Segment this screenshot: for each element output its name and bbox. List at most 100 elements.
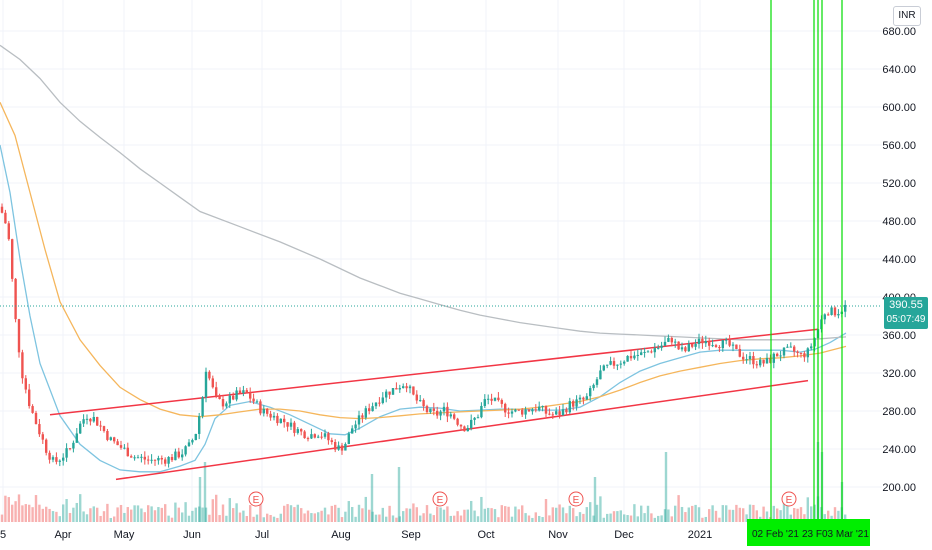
candle-body bbox=[565, 409, 568, 413]
volume-bar bbox=[575, 516, 578, 522]
volume-bar bbox=[136, 505, 140, 522]
volume-bar bbox=[208, 514, 211, 522]
volume-bar bbox=[310, 513, 313, 522]
candle-body bbox=[412, 386, 415, 395]
candle-body bbox=[113, 437, 116, 442]
volume-bar bbox=[731, 509, 735, 522]
highlight-lines[interactable] bbox=[770, 0, 843, 522]
candle-body bbox=[306, 438, 310, 440]
earnings-marker[interactable]: E bbox=[432, 491, 448, 507]
volume-bar bbox=[385, 516, 388, 522]
volume-bar bbox=[721, 505, 724, 522]
volume-bar bbox=[211, 499, 214, 522]
candle-body bbox=[558, 411, 561, 415]
price-axis[interactable]: 680.00 640.00 600.00 560.00 520.00 480.00 440.… bbox=[882, 26, 916, 494]
svg-text:E: E bbox=[437, 495, 444, 506]
volume-bar bbox=[123, 512, 126, 522]
volume-bar bbox=[17, 494, 21, 522]
volume-bar bbox=[221, 504, 225, 522]
candle-body bbox=[221, 399, 225, 407]
candle-body bbox=[89, 418, 92, 422]
candle-body bbox=[211, 378, 214, 388]
volume-bar bbox=[245, 516, 248, 522]
time-axis[interactable]: 5 Apr May Jun Jul Aug Sep Oct Nov Dec 2021 bbox=[0, 529, 712, 541]
volume-bar bbox=[735, 504, 738, 522]
volume-bar bbox=[643, 513, 646, 522]
candle-body bbox=[174, 451, 177, 461]
volume-bar bbox=[612, 511, 616, 522]
candle-body bbox=[643, 351, 646, 353]
price-tick-label: 600.00 bbox=[882, 102, 916, 114]
trend-line[interactable] bbox=[49, 328, 819, 416]
candle-body bbox=[708, 341, 711, 346]
candle-body bbox=[606, 364, 609, 366]
volume-bar bbox=[837, 510, 840, 522]
earnings-marker[interactable]: E bbox=[781, 491, 797, 507]
volume-bar bbox=[215, 494, 218, 522]
earnings-marker[interactable]: E bbox=[568, 491, 584, 507]
candle-body bbox=[830, 307, 833, 315]
volume-bar bbox=[92, 506, 95, 522]
candle-body bbox=[303, 431, 306, 439]
candle-body bbox=[317, 436, 320, 438]
volume-bar bbox=[711, 505, 714, 522]
volume-bar bbox=[544, 499, 548, 522]
volume-bar bbox=[589, 502, 592, 522]
volume-bar bbox=[432, 515, 435, 522]
svg-text:E: E bbox=[573, 495, 580, 506]
candle-body bbox=[456, 418, 459, 425]
volume-bar bbox=[653, 517, 656, 522]
trend-line[interactable] bbox=[115, 379, 809, 481]
volume-bar bbox=[636, 516, 639, 522]
volume-bar bbox=[7, 497, 10, 522]
volume-bar bbox=[803, 514, 806, 522]
volume-bar bbox=[388, 505, 391, 522]
volume-bar bbox=[232, 508, 235, 522]
currency-badge[interactable]: INR bbox=[893, 6, 921, 26]
volume-bar bbox=[203, 462, 207, 522]
time-tick-label: Apr bbox=[54, 529, 71, 541]
volume-bar bbox=[279, 513, 282, 522]
volume-bar bbox=[609, 513, 612, 522]
volume-bar bbox=[48, 508, 51, 522]
volume-bar bbox=[167, 515, 170, 522]
volume-bar bbox=[235, 503, 238, 522]
volume-bar bbox=[72, 507, 75, 522]
volume-bar bbox=[830, 515, 833, 522]
volume-bar bbox=[228, 498, 231, 522]
candle-body bbox=[262, 408, 265, 414]
volume-bar bbox=[667, 509, 670, 522]
candle-body bbox=[242, 390, 245, 394]
trend-channel[interactable] bbox=[49, 328, 819, 481]
volume-bar bbox=[446, 506, 449, 522]
candle-body bbox=[238, 390, 242, 394]
candle-body bbox=[657, 347, 660, 349]
candle-body bbox=[323, 433, 327, 437]
candle-body bbox=[82, 419, 85, 424]
volume-bar bbox=[364, 496, 367, 522]
volume-bar bbox=[330, 505, 333, 522]
candle-body bbox=[663, 341, 667, 346]
candle-body bbox=[272, 415, 276, 418]
volume-bar bbox=[225, 515, 228, 522]
volume-bar bbox=[262, 517, 265, 522]
volume-bar bbox=[51, 511, 55, 522]
volume-bar bbox=[289, 505, 293, 522]
price-tick-label: 200.00 bbox=[882, 482, 916, 494]
earnings-marker[interactable]: E bbox=[248, 491, 264, 507]
volume-bar bbox=[704, 516, 707, 522]
candle-body bbox=[823, 314, 826, 320]
volume-bar bbox=[629, 515, 633, 522]
volume-bar bbox=[527, 515, 531, 522]
candle-body bbox=[728, 339, 731, 346]
candle-body bbox=[153, 459, 157, 461]
candle-body bbox=[810, 346, 813, 349]
candle-body bbox=[269, 413, 272, 418]
candle-body bbox=[419, 400, 422, 402]
candle-body bbox=[344, 443, 347, 451]
candle-body bbox=[415, 394, 418, 401]
candle-body bbox=[62, 457, 65, 461]
volume-bar bbox=[558, 504, 561, 522]
